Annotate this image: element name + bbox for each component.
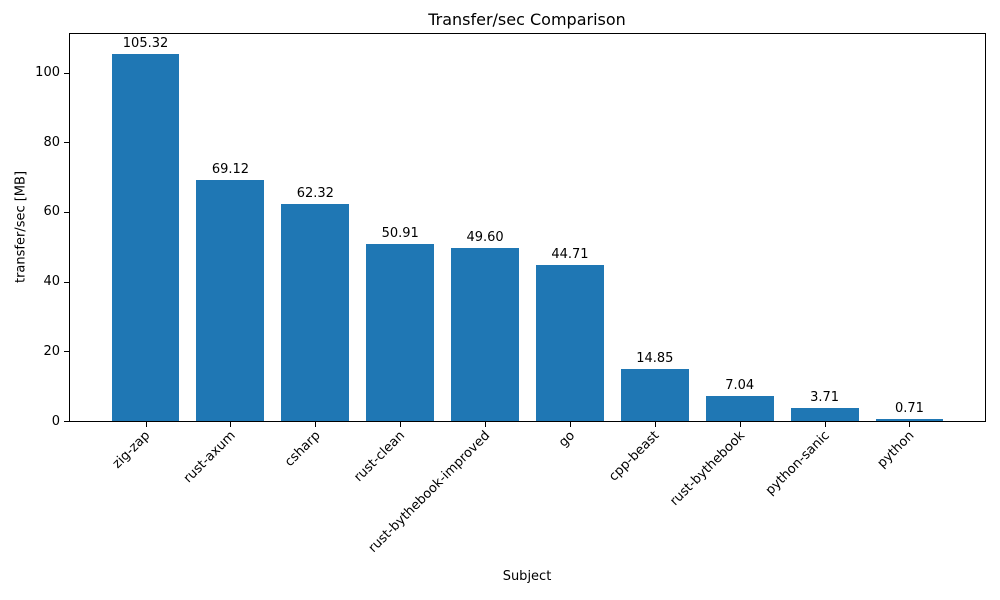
y-axis-label: transfer/sec [MB] [13, 170, 29, 284]
x-tick-mark [230, 422, 232, 427]
x-tick-mark [145, 422, 147, 427]
bar-value-label: 69.12 [211, 162, 250, 178]
bar-go [535, 265, 604, 421]
x-tick-mark [824, 422, 826, 427]
bar-value-label: 14.85 [636, 351, 674, 367]
bar-value-label: 49.60 [466, 230, 504, 246]
y-tick-mark [64, 421, 69, 422]
bar-value-label: 50.91 [381, 225, 419, 241]
bar-rust-clean [366, 243, 435, 421]
x-tick-mark [739, 422, 741, 427]
plot-area: 105.32 69.12 62.32 50.91 49.60 44.71 14.85 7.04… [69, 33, 986, 422]
y-tick-label: 0 [51, 413, 60, 429]
y-tick-label: 100 [35, 65, 60, 81]
bar-zig-zap [111, 54, 180, 421]
bar-value-label: 105.32 [122, 36, 169, 52]
bar-python [875, 418, 944, 421]
y-tick-mark [64, 142, 69, 144]
bar-value-label: 62.32 [296, 185, 334, 201]
x-tick-label: rust-clean [351, 428, 409, 485]
x-tick-label: rust-axum [180, 428, 239, 487]
y-tick-mark [64, 72, 69, 74]
x-tick-label: rust-bythebook [666, 428, 748, 509]
x-tick-mark [654, 422, 656, 427]
x-tick-label: go [555, 428, 578, 451]
bar-rust-bythebook [705, 396, 774, 421]
x-tick-mark [400, 422, 402, 427]
bar-python-sanic [790, 408, 859, 421]
bar-value-label: 3.71 [810, 390, 840, 406]
bar-value-label: 44.71 [551, 247, 589, 263]
x-tick-label: cpp-beast [606, 428, 663, 485]
bar-value-label: 0.71 [894, 400, 924, 416]
x-tick-label: csharp [281, 428, 324, 470]
x-tick-mark [315, 422, 317, 427]
bar-rust-bythebook-improved [451, 248, 519, 421]
bar-cpp-beast [620, 369, 689, 421]
y-tick-label: 80 [43, 134, 60, 150]
x-tick-label: python [874, 428, 918, 472]
bar-rust-axum [196, 180, 265, 421]
x-tick-label: zig-zap [109, 428, 154, 472]
bar-value-label: 7.04 [725, 378, 755, 394]
bar-csharp [281, 203, 350, 421]
x-axis-label: Subject [502, 569, 552, 584]
y-tick-mark [64, 351, 69, 353]
y-tick-mark [64, 211, 69, 213]
y-tick-label: 20 [43, 343, 60, 359]
y-tick-label: 40 [43, 274, 60, 290]
x-tick-mark [485, 422, 487, 427]
x-tick-mark [569, 422, 571, 427]
chart-title: Transfer/sec Comparison [428, 10, 626, 29]
y-tick-label: 60 [43, 204, 60, 220]
x-tick-label: python-sanic [762, 428, 833, 499]
y-tick-mark [64, 281, 69, 283]
x-tick-mark [909, 422, 911, 427]
